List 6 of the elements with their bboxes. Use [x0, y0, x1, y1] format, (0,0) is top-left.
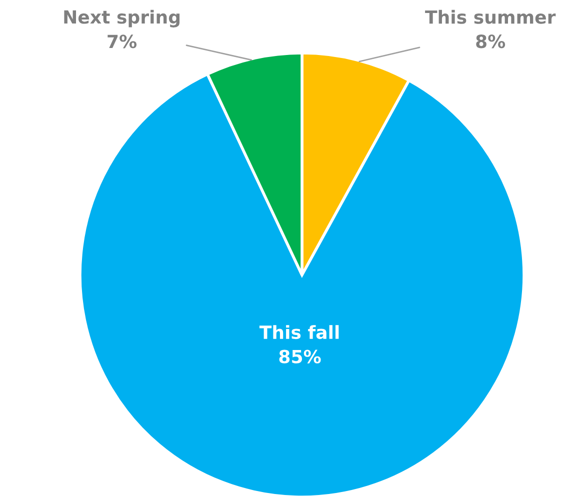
data-label: 8%	[476, 34, 506, 48]
slice-label: Next spring	[64, 10, 180, 28]
slice-label: This summer	[425, 10, 556, 24]
slice-label: This fall	[259, 325, 339, 340]
data-label: 7%	[108, 34, 137, 48]
data-label: 85%	[279, 350, 321, 364]
